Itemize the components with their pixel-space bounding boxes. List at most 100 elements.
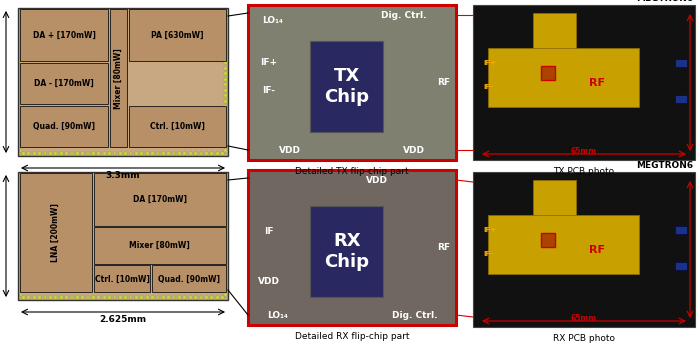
Bar <box>97 10 100 12</box>
Bar <box>224 122 227 125</box>
Bar <box>103 152 106 154</box>
Bar <box>43 10 46 12</box>
Text: MEGTRON6: MEGTRON6 <box>636 161 693 170</box>
Bar <box>210 296 213 298</box>
Bar <box>224 56 227 59</box>
Text: 65mm: 65mm <box>571 147 597 156</box>
Bar <box>162 152 164 154</box>
Bar <box>224 45 227 48</box>
Bar <box>210 10 213 12</box>
Bar <box>108 10 111 12</box>
Bar <box>27 174 30 176</box>
Bar <box>224 181 227 184</box>
Bar <box>113 296 116 298</box>
Bar <box>224 245 227 248</box>
Bar <box>135 174 138 176</box>
Bar <box>224 224 227 227</box>
Bar <box>20 256 22 259</box>
Bar <box>130 10 226 61</box>
Bar <box>221 174 224 176</box>
Bar <box>76 296 78 298</box>
Bar <box>92 152 94 154</box>
Bar <box>224 208 227 211</box>
Bar <box>20 187 22 190</box>
Bar <box>81 296 84 298</box>
Bar <box>157 296 160 298</box>
Bar <box>20 229 22 232</box>
Bar <box>183 152 186 154</box>
Bar <box>92 10 94 12</box>
Bar <box>65 174 68 176</box>
Bar <box>224 203 227 205</box>
Text: RF: RF <box>437 78 450 87</box>
Bar <box>199 10 202 12</box>
Text: IF-: IF- <box>262 86 275 95</box>
Bar <box>248 170 456 325</box>
Bar <box>94 265 150 292</box>
Bar <box>20 63 108 104</box>
Text: TX
Chip: TX Chip <box>324 67 370 106</box>
Text: RF: RF <box>589 78 605 87</box>
Bar <box>55 152 57 154</box>
Bar <box>205 152 208 154</box>
Bar <box>22 174 25 176</box>
Bar <box>20 138 22 141</box>
Text: PA [630mW]: PA [630mW] <box>151 31 204 40</box>
Bar <box>488 215 639 274</box>
Bar <box>60 296 62 298</box>
Bar <box>33 10 36 12</box>
Bar <box>94 227 226 264</box>
Bar <box>541 233 555 247</box>
Bar <box>151 174 154 176</box>
Bar <box>146 10 148 12</box>
Bar <box>92 296 94 298</box>
Bar <box>81 10 84 12</box>
Bar <box>167 296 170 298</box>
Bar <box>20 208 22 211</box>
Bar <box>22 152 25 154</box>
Bar <box>20 23 22 26</box>
Bar <box>173 152 176 154</box>
Text: VDD: VDD <box>258 277 280 286</box>
Bar <box>27 296 30 298</box>
Text: 1.65mm: 1.65mm <box>0 215 2 257</box>
Bar <box>108 174 111 176</box>
Bar <box>151 152 154 154</box>
Bar <box>20 78 22 81</box>
Bar <box>533 13 575 48</box>
Bar <box>33 152 36 154</box>
Text: Detailed TX flip-chip part: Detailed TX flip-chip part <box>295 167 409 176</box>
Bar <box>108 296 111 298</box>
Bar <box>20 122 22 125</box>
Bar <box>675 95 687 103</box>
Bar <box>20 283 22 285</box>
Bar <box>224 240 227 243</box>
Bar <box>210 174 213 176</box>
Bar <box>20 235 22 237</box>
Bar <box>60 174 62 176</box>
Bar <box>76 174 78 176</box>
Bar <box>20 245 22 248</box>
Bar <box>20 197 22 200</box>
Bar <box>18 172 228 300</box>
Bar <box>125 152 127 154</box>
Bar <box>71 10 74 12</box>
Bar <box>55 10 57 12</box>
Bar <box>20 213 22 216</box>
Bar <box>130 174 132 176</box>
Bar <box>189 174 192 176</box>
Bar <box>38 296 41 298</box>
Bar <box>205 174 208 176</box>
Bar <box>216 10 218 12</box>
Bar <box>20 293 22 296</box>
Bar <box>173 174 176 176</box>
Bar <box>210 152 213 154</box>
Bar <box>224 105 227 108</box>
Bar <box>18 8 228 156</box>
Bar <box>224 61 227 64</box>
Bar <box>20 116 22 119</box>
Bar <box>97 152 100 154</box>
Bar <box>27 10 30 12</box>
Bar <box>20 267 22 269</box>
Bar <box>71 174 74 176</box>
